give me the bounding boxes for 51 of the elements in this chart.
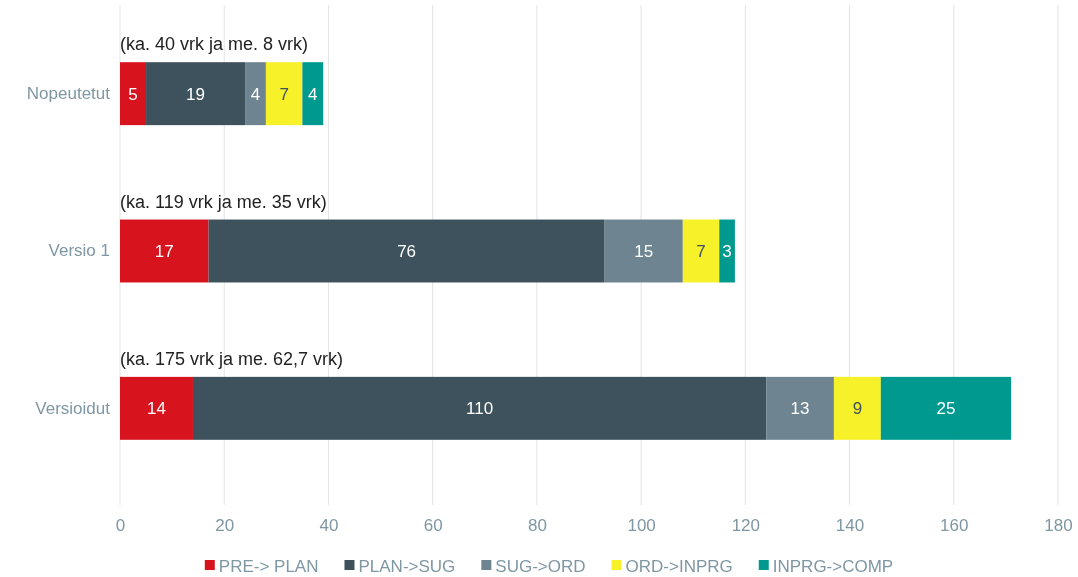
bar xyxy=(302,62,324,126)
legend-label: PRE-> PLAN xyxy=(218,556,319,576)
data-label: 4 xyxy=(308,84,318,104)
y-tick-label: Nopeutetut xyxy=(26,84,111,104)
data-label: 7 xyxy=(696,241,706,261)
bar xyxy=(120,376,193,440)
bar xyxy=(604,219,683,283)
bar xyxy=(766,376,834,440)
x-tick-label: 80 xyxy=(527,516,547,536)
legend-label: PLAN->SUG xyxy=(358,556,456,576)
data-label: 25 xyxy=(936,399,956,419)
y-tick-label: Versio 1 xyxy=(48,241,110,261)
bar xyxy=(682,219,720,283)
data-label: 3 xyxy=(722,241,732,261)
data-label: 15 xyxy=(634,241,654,261)
annotation: (ka. 119 vrk ja me. 35 vrk) xyxy=(120,191,327,212)
data-label: 5 xyxy=(128,84,138,104)
bar xyxy=(208,219,605,283)
x-tick-label: 140 xyxy=(835,516,865,536)
bar xyxy=(192,376,767,440)
legend-label: ORD->INPRG xyxy=(625,556,733,576)
data-label: 4 xyxy=(250,84,261,104)
data-label: 110 xyxy=(466,399,494,419)
bar xyxy=(880,376,1012,440)
x-tick-label: 20 xyxy=(215,516,235,536)
x-tick-label: 180 xyxy=(1044,516,1073,536)
data-label: 9 xyxy=(852,399,863,419)
legend-label: INPRG->COMP xyxy=(772,556,894,576)
data-label: 13 xyxy=(790,399,810,419)
x-tick-label: 120 xyxy=(731,516,761,536)
bar xyxy=(120,219,209,283)
data-label: 14 xyxy=(147,399,166,419)
x-tick-label: 40 xyxy=(319,516,339,536)
bar xyxy=(245,62,266,126)
x-tick-label: 60 xyxy=(423,516,443,536)
bar xyxy=(146,62,246,126)
data-label: 17 xyxy=(154,241,174,261)
data-label: 7 xyxy=(279,84,289,104)
x-tick-label: 0 xyxy=(115,516,126,536)
bar xyxy=(120,62,147,126)
data-label: 19 xyxy=(186,84,206,104)
x-tick-label: 160 xyxy=(940,516,969,536)
annotation: (ka. 175 vrk ja me. 62,7 vrk) xyxy=(120,348,344,369)
bar xyxy=(719,219,735,283)
data-label: 76 xyxy=(397,241,417,261)
legend-label: SUG->ORD xyxy=(495,556,586,576)
bar xyxy=(265,62,303,126)
bar xyxy=(833,376,881,440)
annotation: (ka. 40 vrk ja me. 8 vrk) xyxy=(120,34,309,55)
x-tick-label: 100 xyxy=(627,516,656,536)
y-tick-label: Versioidut xyxy=(35,398,111,418)
